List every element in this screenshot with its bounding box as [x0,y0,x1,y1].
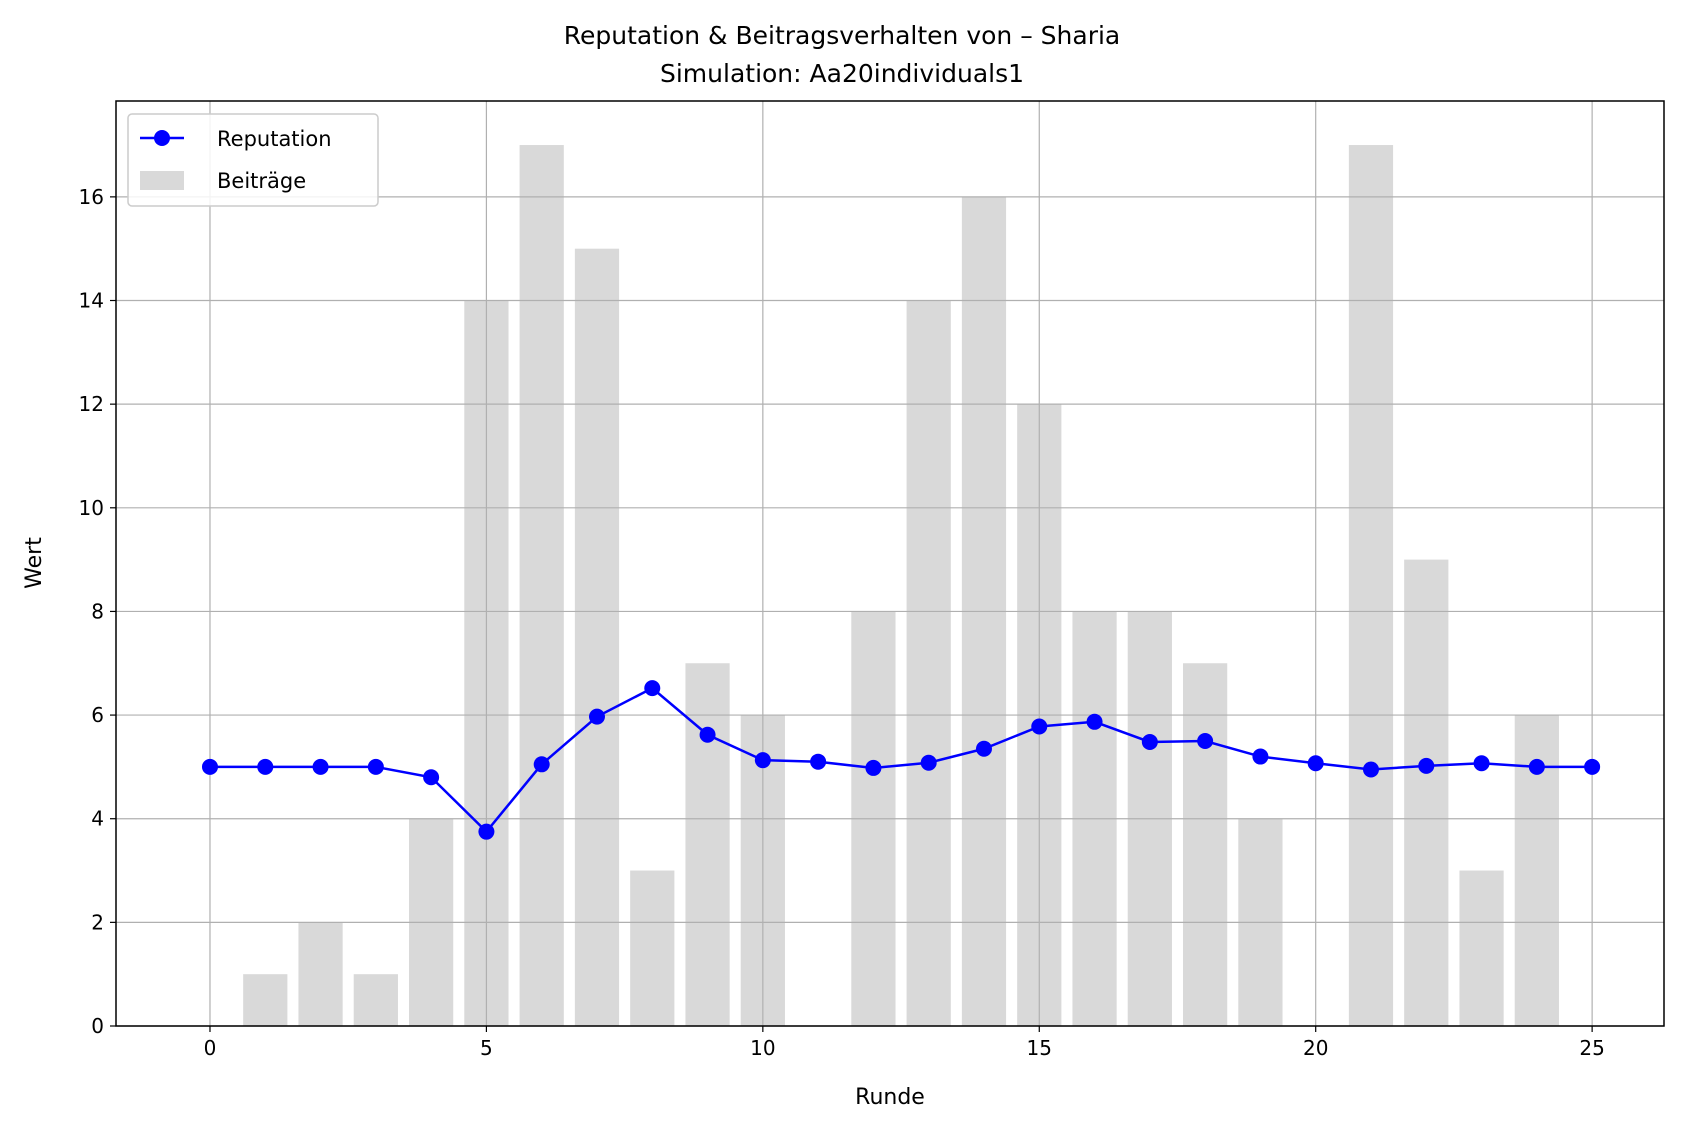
legend-beitraege-label: Beiträge [217,169,306,193]
y-tick-label-4: 4 [91,807,104,831]
bar-beitraege-2 [298,922,343,1026]
y-tick-label-8: 8 [91,599,104,623]
reputation-point-12 [865,759,882,776]
y-axis: 0 2 4 6 8 10 12 14 16 [79,185,116,1038]
bar-beitraege-22 [1404,559,1449,1026]
legend-reputation-label: Reputation [217,127,332,151]
bar-beitraege-8 [630,870,675,1026]
reputation-point-9 [699,726,716,743]
bar-beitraege-21 [1348,145,1394,1027]
reputation-point-7 [588,708,605,725]
reputation-point-8 [644,680,661,697]
x-tick-label-0: 0 [204,1036,217,1060]
chart-title: Reputation & Beitragsverhalten von – Sha… [564,21,1121,50]
reputation-point-3 [367,758,384,775]
y-tick-label-6: 6 [91,703,104,727]
legend: Reputation Beiträge [127,113,379,207]
plot-frame [115,100,1665,1027]
bar-beitraege-13 [906,300,951,1027]
x-tick-label-15: 15 [1027,1036,1052,1060]
reputation-point-21 [1362,761,1379,778]
bar-beitraege-3 [353,974,398,1026]
reputation-point-15 [1031,718,1048,735]
bar-beitraege-6 [519,145,564,1027]
reputation-point-25 [1584,758,1601,775]
reputation-point-4 [423,769,440,786]
reputation-point-5 [478,823,495,840]
y-axis-label: Wert [22,537,47,589]
reputation-point-10 [754,752,771,769]
reputation-point-11 [810,753,827,770]
y-tick-label-12: 12 [79,392,104,416]
reputation-point-19 [1252,748,1269,765]
legend-box [127,113,379,207]
chart-subtitle: Simulation: Aa20individuals1 [660,59,1024,88]
bar-beitraege-1 [243,974,288,1026]
reputation-point-17 [1141,734,1158,751]
bar-beitraege-18 [1183,663,1228,1026]
reputation-point-1 [257,758,274,775]
reputation-point-16 [1086,713,1103,730]
x-tick-label-20: 20 [1303,1036,1328,1060]
y-tick-label-2: 2 [91,910,104,934]
x-tick-label-5: 5 [480,1036,493,1060]
y-tick-label-16: 16 [79,185,104,209]
x-axis-label: Runde [855,1085,925,1110]
reputation-point-13 [920,754,937,771]
reputation-point-6 [533,756,550,773]
bar-beitraege-7 [574,248,620,1026]
x-tick-label-10: 10 [750,1036,775,1060]
y-tick-label-0: 0 [91,1014,104,1038]
reputation-point-22 [1418,757,1435,774]
y-tick-label-14: 14 [79,289,104,313]
reputation-point-23 [1473,755,1490,772]
legend-reputation-marker [154,130,170,146]
bar-beitraege-23 [1459,870,1504,1026]
reputation-point-2 [312,758,329,775]
reputation-point-0 [201,758,218,775]
legend-beitraege-swatch [140,171,184,190]
reputation-point-24 [1528,758,1545,775]
bar-layer [243,145,1559,1027]
reputation-line [209,686,1593,834]
x-tick-label-25: 25 [1579,1036,1604,1060]
reputation-point-18 [1197,732,1214,749]
reputation-point-14 [975,740,992,757]
bar-beitraege-9 [685,663,730,1026]
x-axis: 0 5 10 15 20 25 [204,1026,1605,1060]
reputation-point-20 [1307,755,1324,772]
line-layer [201,680,1601,840]
y-tick-label-10: 10 [79,496,104,520]
